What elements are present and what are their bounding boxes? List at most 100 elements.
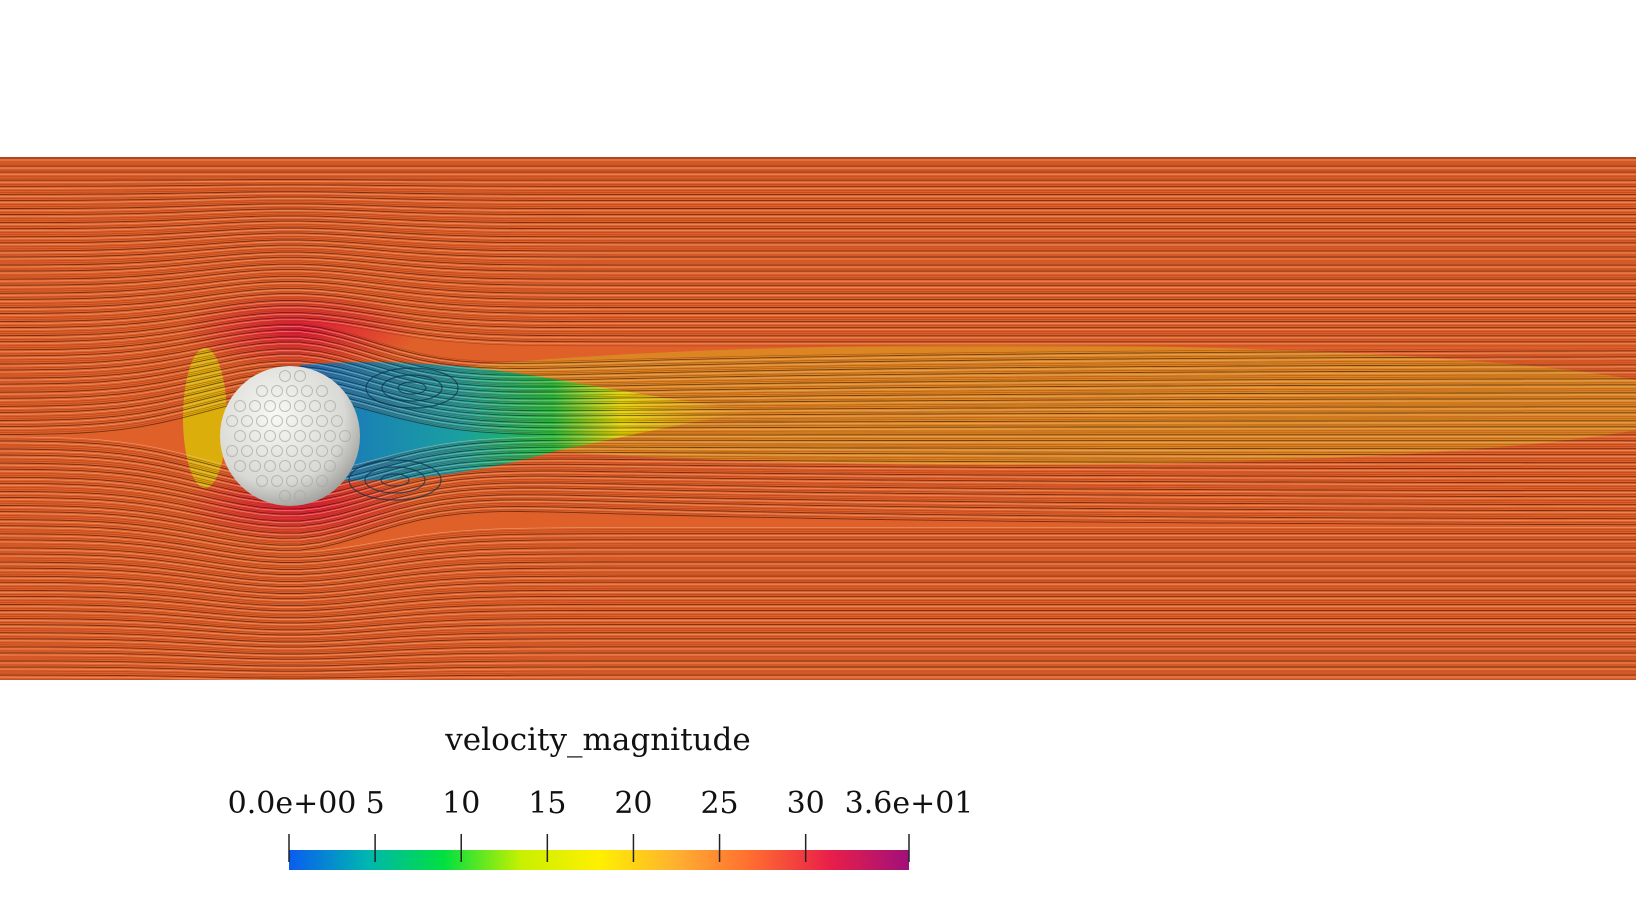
streamline [0,616,1636,629]
streamline [0,231,1636,242]
streamline [0,345,1636,384]
streamline [0,529,1636,555]
streamline [0,634,1636,644]
streamline [0,184,1636,187]
colorbar-tick-label: 10 [442,786,481,821]
dimple [301,475,313,487]
dimple [256,385,268,397]
streamline [0,577,1636,596]
streamline [0,658,1636,665]
streamline [0,465,1636,504]
streamline [0,620,1636,632]
dimple [264,400,276,412]
streamline [0,256,1636,272]
streamline [0,277,1636,296]
streamline [0,206,1636,213]
streamline [0,248,1636,262]
streamline [0,262,1636,278]
streamline [0,314,1636,339]
streamline [0,281,1636,300]
dimple [294,430,306,442]
streamline [0,336,1636,376]
streamline [0,595,1636,612]
streamline [0,310,1636,334]
streamline [0,272,1636,290]
streamline [0,343,1636,383]
streamline [0,469,1636,508]
streamline [0,567,1636,588]
streamline [0,652,1636,660]
streamline [0,551,1636,574]
streamline [0,355,1636,394]
streamline [0,327,1636,368]
streamline [0,186,1636,189]
streamline [0,303,1636,326]
dimple [286,385,298,397]
streamline [0,660,1636,667]
streamline [0,557,1636,579]
streamline [0,610,1636,624]
dimple [309,400,321,412]
streamline [0,644,1636,653]
dimple [271,445,283,457]
dimple [324,430,336,442]
streamline [0,474,1636,513]
dimple [264,460,276,472]
streamline [0,315,1636,341]
streamline [0,477,1636,517]
streamline [0,320,1636,347]
dimple [249,460,261,472]
streamline [0,205,1636,211]
streamline [0,181,1636,183]
streamline [0,489,1636,529]
streamline [0,348,1636,388]
streamline [0,622,1636,634]
dimple [286,445,298,457]
streamline [0,217,1636,225]
streamline [0,198,1636,203]
streamline [0,298,1636,320]
streamline [0,527,1636,553]
streamline [0,232,1636,244]
streamline [0,575,1636,594]
streamline [0,350,1636,390]
streamline [0,222,1636,231]
streamline [0,334,1636,374]
streamline [0,225,1636,236]
dimple [279,490,291,502]
streamline [0,470,1636,510]
recirculation-vortex-bottom [348,459,442,501]
streamline [0,630,1636,641]
streamline [0,507,1636,548]
recirculation-vortex-top [365,367,459,409]
streamline [0,650,1636,658]
streamline [0,561,1636,582]
streamline [0,291,1636,312]
streamline [0,189,1636,193]
colorbar-tick-label: 25 [700,786,739,821]
streamline [0,365,1636,405]
streamline [0,284,1636,304]
streamline [0,511,1636,551]
streamline [0,486,1636,525]
dimple [301,385,313,397]
streamline [0,533,1636,558]
streamline [0,467,1636,506]
dimple [294,400,306,412]
streamline [0,341,1636,381]
streamline [0,668,1636,674]
streamline [0,308,1636,332]
streamline [0,300,1636,323]
streamline [0,672,1636,677]
streamline [0,182,1636,185]
colorbar-tick-label: 15 [528,786,567,821]
dimple [331,415,343,427]
streamline [0,210,1636,217]
streamline [0,588,1636,605]
streamline [0,598,1636,613]
streamline [0,251,1636,266]
streamline [0,265,1636,282]
dimple [324,400,336,412]
streamline [0,463,1636,503]
